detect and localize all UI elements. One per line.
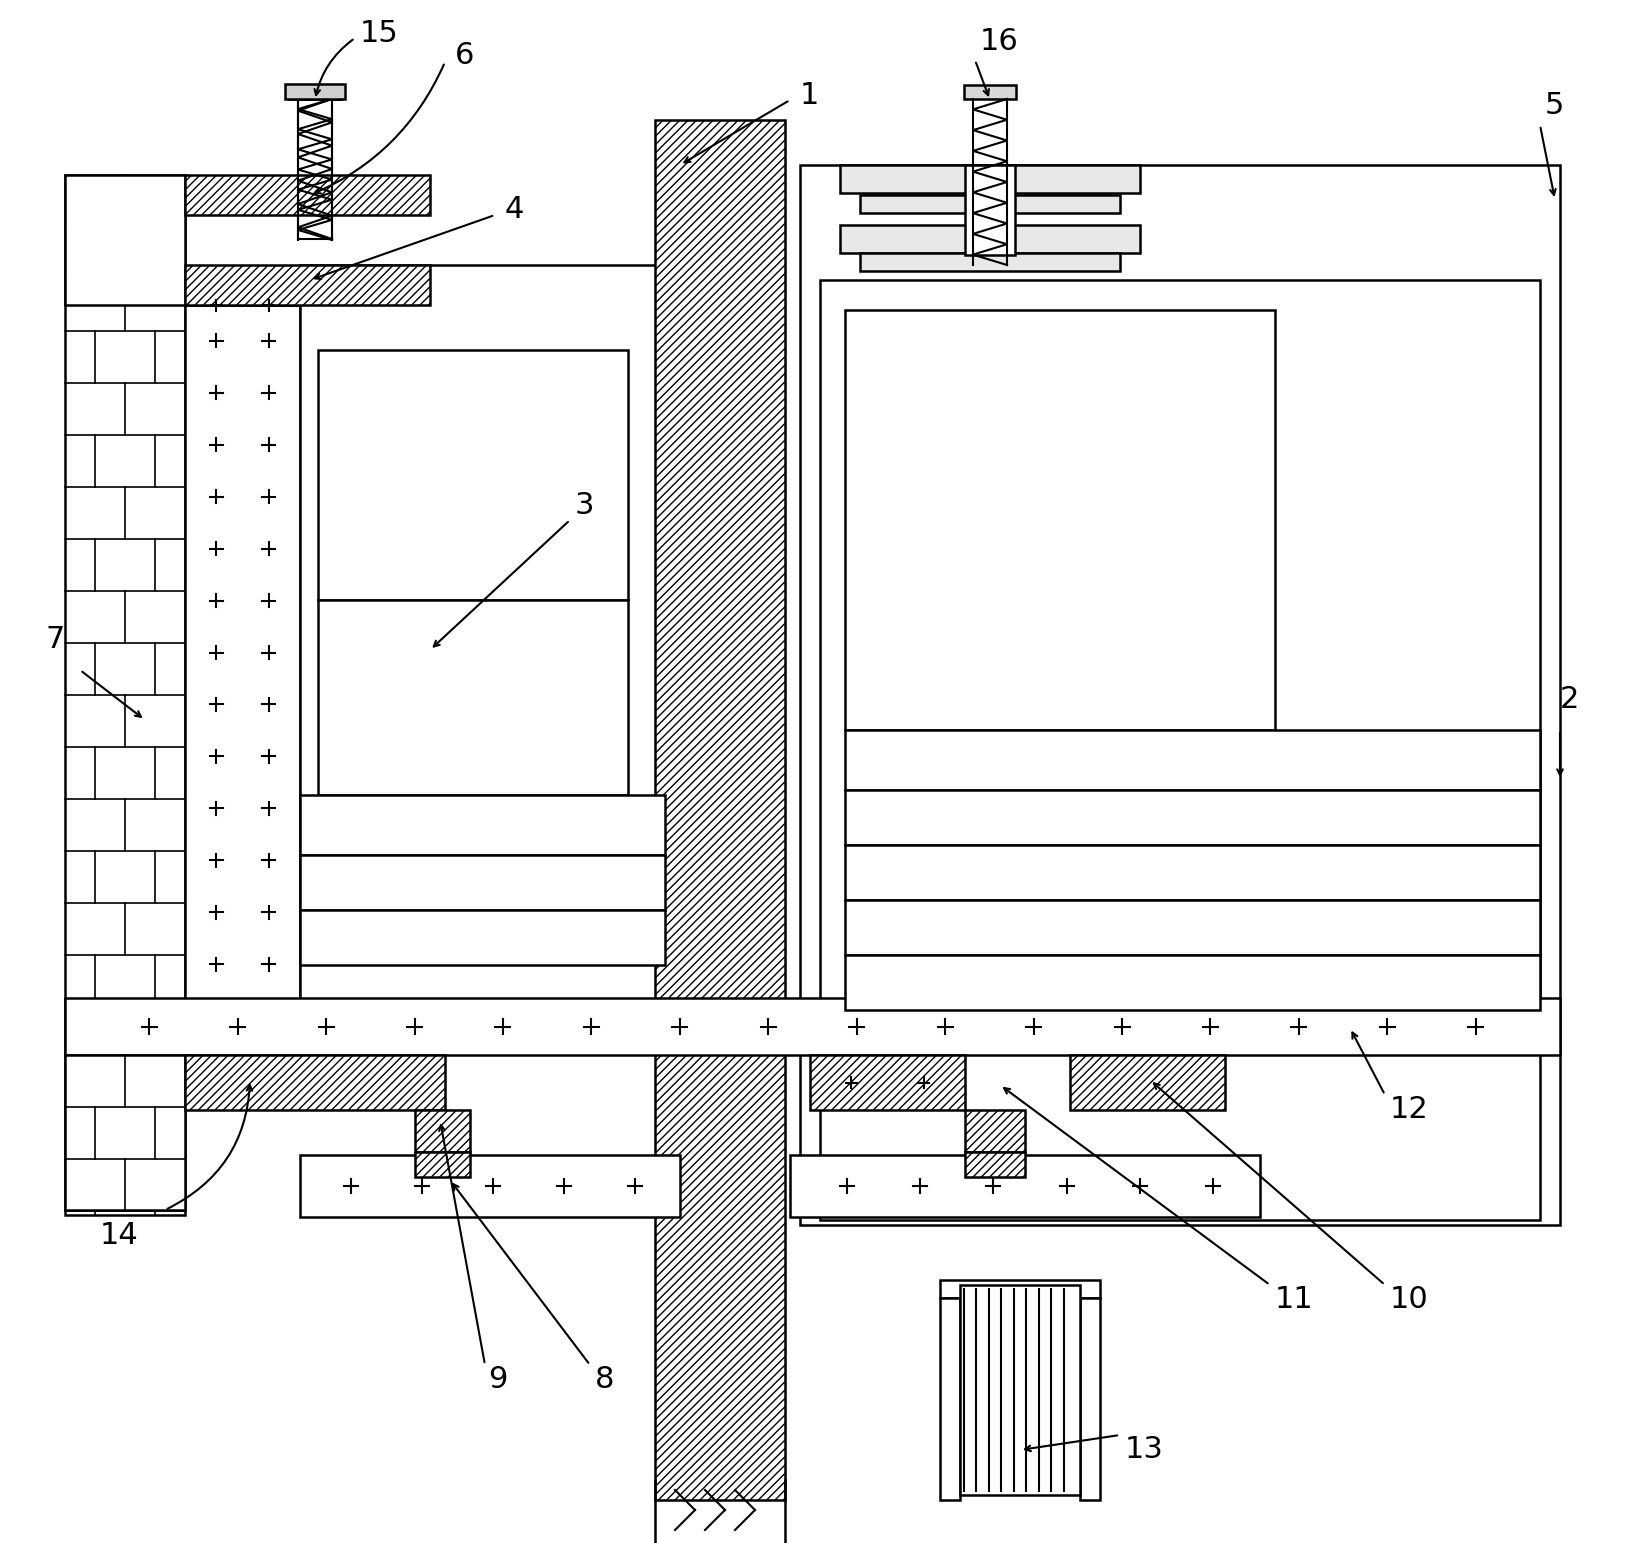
- Bar: [846, 790, 1540, 846]
- Bar: [301, 855, 665, 910]
- Bar: [860, 194, 1120, 213]
- Bar: [65, 174, 185, 306]
- Text: 13: 13: [1125, 1435, 1164, 1464]
- Bar: [964, 85, 1016, 99]
- Bar: [846, 310, 1275, 730]
- Bar: [65, 998, 1559, 1055]
- Text: 4: 4: [506, 196, 524, 224]
- Text: 7: 7: [46, 625, 65, 654]
- Text: 12: 12: [1390, 1096, 1429, 1125]
- Bar: [185, 265, 429, 306]
- Text: 11: 11: [1275, 1285, 1314, 1315]
- Bar: [301, 910, 665, 964]
- Bar: [301, 795, 665, 855]
- Bar: [1080, 1298, 1101, 1500]
- Bar: [841, 165, 1140, 193]
- Text: 3: 3: [576, 491, 595, 520]
- Bar: [285, 83, 345, 99]
- Bar: [940, 1298, 959, 1500]
- Bar: [846, 730, 1540, 790]
- Bar: [810, 1055, 964, 1109]
- Text: 14: 14: [101, 1221, 138, 1250]
- Text: 9: 9: [488, 1366, 507, 1395]
- Bar: [65, 174, 185, 1214]
- Bar: [319, 600, 628, 795]
- Bar: [846, 900, 1540, 955]
- Text: 1: 1: [800, 80, 820, 110]
- Text: 6: 6: [455, 40, 475, 69]
- Bar: [289, 85, 341, 99]
- Text: 10: 10: [1390, 1285, 1429, 1315]
- Bar: [964, 1153, 1024, 1177]
- Bar: [301, 1156, 680, 1217]
- Text: 16: 16: [980, 28, 1020, 57]
- Bar: [860, 253, 1120, 272]
- Text: 8: 8: [595, 1366, 615, 1395]
- Text: 15: 15: [359, 19, 398, 48]
- Bar: [301, 265, 665, 1004]
- Bar: [820, 279, 1540, 1221]
- Text: 2: 2: [1559, 685, 1579, 714]
- Bar: [415, 1109, 470, 1153]
- Bar: [655, 120, 785, 1500]
- Bar: [846, 955, 1540, 1011]
- Bar: [415, 1153, 470, 1177]
- Bar: [185, 1055, 446, 1109]
- Bar: [846, 846, 1540, 900]
- Bar: [185, 306, 301, 1000]
- Bar: [841, 225, 1140, 253]
- Bar: [940, 1281, 1101, 1298]
- Bar: [800, 165, 1559, 1225]
- Bar: [65, 1055, 185, 1210]
- Bar: [964, 165, 1015, 255]
- Bar: [964, 1109, 1024, 1153]
- Bar: [319, 350, 628, 600]
- Bar: [959, 1285, 1080, 1495]
- Bar: [185, 174, 429, 214]
- Bar: [1070, 1055, 1224, 1109]
- Bar: [790, 1156, 1260, 1217]
- Text: 5: 5: [1545, 91, 1564, 119]
